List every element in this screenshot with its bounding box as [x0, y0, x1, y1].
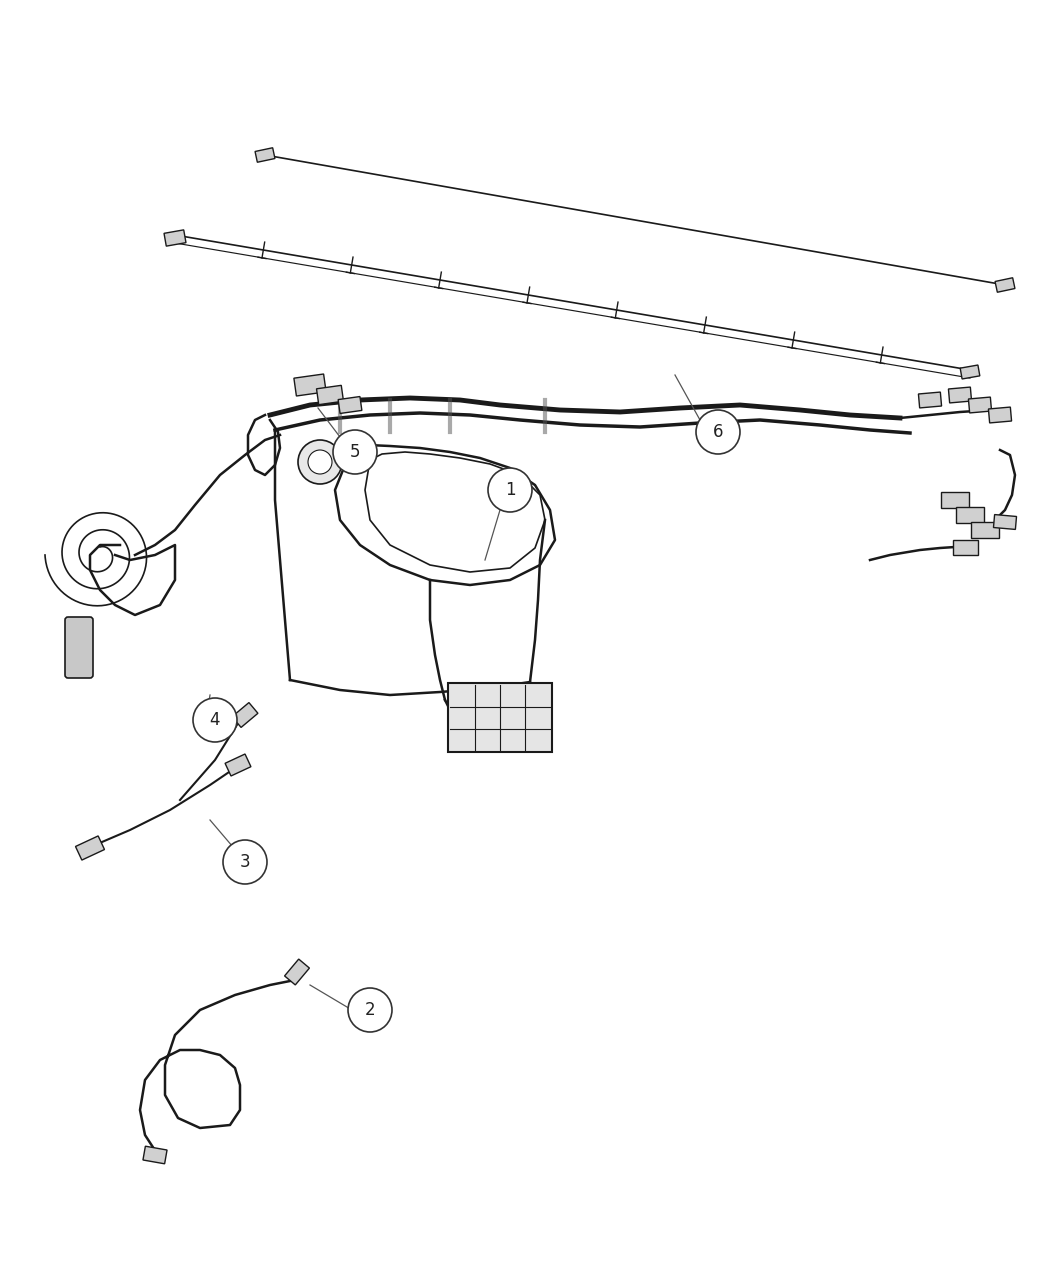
Text: 4: 4 [210, 711, 220, 729]
Bar [351, 453, 370, 467]
Bar [164, 230, 186, 246]
FancyBboxPatch shape [448, 683, 552, 752]
Bar [344, 437, 366, 453]
Bar [316, 385, 343, 404]
Bar [948, 388, 971, 403]
Bar [960, 365, 980, 379]
Text: 5: 5 [350, 442, 360, 462]
Circle shape [333, 430, 377, 474]
Circle shape [488, 468, 532, 513]
Bar [232, 703, 258, 728]
Circle shape [298, 440, 342, 484]
Bar [993, 515, 1016, 529]
Bar [995, 278, 1015, 292]
Bar [143, 1146, 167, 1164]
Bar [76, 836, 105, 861]
Circle shape [193, 697, 237, 742]
Bar [225, 754, 251, 776]
Bar [338, 397, 362, 413]
Bar [971, 521, 999, 538]
Bar [255, 148, 275, 162]
Circle shape [696, 411, 740, 454]
Text: 3: 3 [239, 853, 250, 871]
Text: 6: 6 [713, 423, 723, 441]
Circle shape [308, 450, 332, 474]
Text: 1: 1 [505, 481, 516, 499]
Bar [988, 407, 1011, 423]
Text: 2: 2 [364, 1001, 375, 1019]
Bar [294, 374, 327, 397]
FancyBboxPatch shape [65, 617, 93, 678]
Bar [285, 959, 310, 984]
Circle shape [223, 840, 267, 884]
Bar [956, 507, 984, 523]
Bar [941, 492, 969, 507]
Circle shape [348, 988, 392, 1031]
Bar [968, 397, 991, 413]
Bar [952, 539, 978, 555]
Bar [919, 393, 942, 408]
